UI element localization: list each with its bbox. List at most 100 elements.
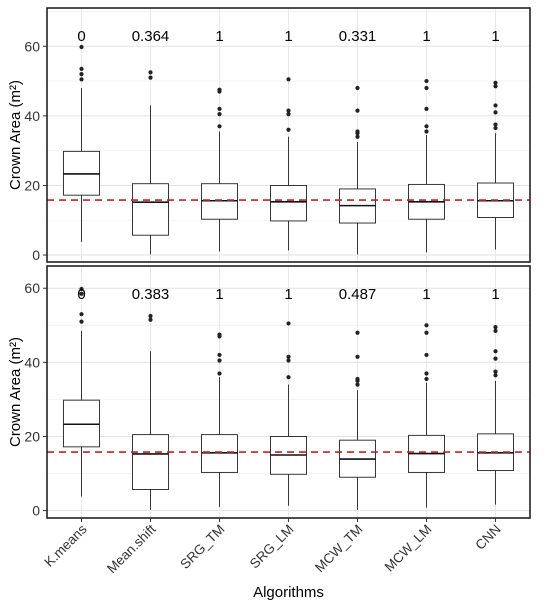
y-tick-label: 0	[32, 503, 40, 519]
outlier-point	[493, 103, 498, 108]
outlier-point	[79, 286, 84, 292]
outlier-point	[148, 75, 153, 80]
x-tick-label: CNN	[472, 522, 503, 553]
y-tick-label: 0	[32, 247, 40, 263]
outlier-point	[424, 371, 429, 376]
outlier-point	[493, 373, 498, 378]
p-value-label: 1	[491, 28, 499, 45]
x-tick-label: SRG_TM	[177, 522, 227, 572]
outlier-point	[355, 376, 360, 382]
y-axis-title: Crown Area (m²)	[7, 337, 24, 447]
outlier-point	[286, 77, 291, 82]
outlier-point	[355, 382, 360, 387]
outlier-point	[286, 321, 291, 326]
outlier-point	[424, 129, 429, 134]
outlier-point	[493, 110, 498, 115]
x-tick-label: SRG_LM	[247, 522, 297, 572]
outlier-point	[424, 124, 429, 129]
box-MCW_LM	[408, 78, 445, 253]
outlier-point	[355, 330, 360, 335]
outlier-point	[355, 134, 360, 139]
box-iqr	[132, 434, 169, 490]
outlier-point	[79, 319, 84, 324]
outlier-point	[493, 356, 498, 361]
y-tick-label: 20	[24, 428, 40, 444]
box-MCW_LM	[408, 323, 445, 508]
outlier-point	[424, 106, 429, 112]
p-value-label: 0	[77, 28, 85, 45]
outlier-point	[424, 376, 429, 382]
outlier-point	[286, 127, 291, 132]
box-Mean.shift	[132, 313, 169, 510]
box-MCW_TM	[339, 85, 376, 255]
p-value-label: 1	[422, 286, 430, 303]
outlier-point	[286, 112, 291, 117]
outlier-point	[355, 108, 360, 113]
outlier-point	[355, 354, 360, 359]
outlier-point	[286, 108, 291, 113]
box-SRG_LM	[270, 77, 307, 251]
outlier-point	[286, 375, 291, 380]
y-tick-label: 20	[24, 177, 40, 193]
outlier-point	[493, 349, 498, 354]
outlier-point	[493, 84, 498, 89]
outlier-point	[493, 80, 498, 85]
x-axis-title: Algorithms	[253, 584, 324, 601]
outlier-point	[217, 371, 222, 376]
p-value-label: 1	[284, 28, 292, 45]
box-SRG_TM	[201, 87, 238, 252]
outlier-point	[493, 328, 498, 333]
p-value-label: 1	[491, 286, 499, 303]
outlier-point	[424, 85, 429, 91]
outlier-point	[493, 125, 498, 131]
p-value-label: 0	[77, 286, 85, 303]
box-iqr	[270, 185, 307, 222]
chart-panel-top: 0 0.364 1 1 0.331 1 1 0 20 40 60 Crown Area (m²)	[7, 7, 531, 263]
outlier-point	[79, 44, 84, 50]
outlier-point	[217, 358, 222, 363]
p-value-label: 1	[284, 286, 292, 303]
outlier-point	[148, 313, 153, 319]
box-Mean.shift	[132, 70, 169, 255]
outlier-point	[355, 85, 360, 91]
outlier-point	[493, 122, 498, 127]
outlier-point	[148, 70, 153, 75]
p-value-label: 0.487	[339, 286, 377, 303]
y-axis-title: Crown Area (m²)	[7, 80, 24, 190]
outlier-point	[217, 352, 222, 358]
box-iqr	[132, 183, 169, 236]
box-K.means	[63, 44, 100, 242]
x-tick-label: K.means	[41, 521, 89, 569]
x-tick-label: Mean.shift	[104, 521, 159, 576]
outlier-point	[424, 323, 429, 328]
p-value-label: 1	[215, 28, 223, 45]
outlier-point	[493, 325, 498, 330]
outlier-point	[217, 87, 222, 92]
outlier-point	[217, 332, 222, 337]
y-tick-label: 60	[24, 38, 40, 54]
outlier-point	[355, 129, 360, 134]
outlier-point	[424, 78, 429, 84]
outlier-point	[286, 354, 291, 359]
outlier-point	[79, 66, 84, 71]
p-value-label: 1	[422, 28, 430, 45]
outlier-point	[424, 352, 429, 358]
outlier-point	[79, 312, 84, 317]
p-value-label: 0.364	[132, 28, 170, 45]
x-tick-label: MCW_TM	[312, 522, 366, 576]
outlier-point	[79, 77, 84, 82]
box-K.means	[63, 286, 100, 497]
outlier-point	[286, 358, 291, 363]
y-tick-label: 40	[24, 354, 40, 370]
outlier-point	[217, 124, 222, 129]
p-value-label: 0.331	[339, 28, 377, 45]
p-value-label: 0.383	[132, 286, 170, 303]
y-tick-label: 60	[24, 280, 40, 296]
x-tick-label: MCW_LM	[382, 522, 435, 575]
y-tick-label: 40	[24, 108, 40, 124]
outlier-point	[79, 72, 84, 77]
outlier-point	[148, 317, 153, 322]
panel-border	[46, 7, 531, 263]
outlier-point	[217, 106, 222, 112]
